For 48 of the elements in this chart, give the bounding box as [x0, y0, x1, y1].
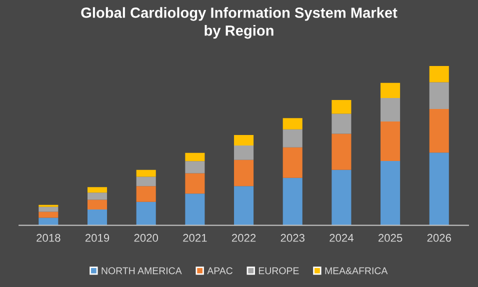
bar: [185, 161, 205, 174]
legend-label: APAC: [207, 267, 233, 274]
bar: [38, 206, 58, 212]
bar: [429, 82, 449, 110]
bar: [185, 173, 205, 194]
legend-label: EUROPE: [258, 267, 299, 274]
bar: [380, 82, 400, 98]
x-tick-label: 2022: [232, 234, 256, 242]
x-tick-label: 2026: [427, 234, 452, 242]
bar: [380, 98, 400, 122]
bar: [429, 66, 449, 82]
bar: [332, 100, 352, 114]
x-tick-label: 2023: [280, 234, 304, 242]
bar: [38, 212, 58, 218]
bar: [282, 118, 302, 130]
bar: [136, 176, 156, 186]
bar: [136, 170, 156, 177]
bar: [282, 147, 302, 178]
bar: [136, 186, 156, 202]
bar: [87, 192, 108, 200]
bar: [380, 160, 400, 226]
bar: [234, 134, 254, 146]
bar: [87, 200, 108, 210]
legend-label: NORTH AMERICA: [102, 267, 182, 274]
bar: [380, 121, 400, 161]
x-tick-label: 2021: [183, 234, 207, 242]
bar: [332, 134, 352, 170]
x-tick-label: 2024: [330, 234, 354, 242]
bar: [185, 152, 205, 162]
x-tick-label: 2019: [85, 234, 110, 242]
x-tick-label: 2020: [134, 234, 158, 242]
chart-title: Global Cardiology Information System Market by Region: [81, 7, 398, 39]
bar: [87, 210, 108, 226]
bar: [234, 186, 254, 226]
bar: [87, 187, 108, 193]
bar: [429, 109, 449, 153]
bar: [234, 160, 254, 186]
bar: [185, 194, 205, 226]
bar: [429, 152, 449, 226]
bar: [332, 170, 352, 226]
bar: [136, 202, 156, 226]
bar: [282, 129, 302, 148]
legend-label: MEA&AFRICA: [325, 267, 388, 274]
x-tick-label: 2018: [36, 234, 60, 242]
bar: [234, 145, 254, 160]
x-tick-label: 2025: [378, 234, 402, 242]
bar: [282, 178, 302, 226]
bar: [332, 114, 352, 134]
